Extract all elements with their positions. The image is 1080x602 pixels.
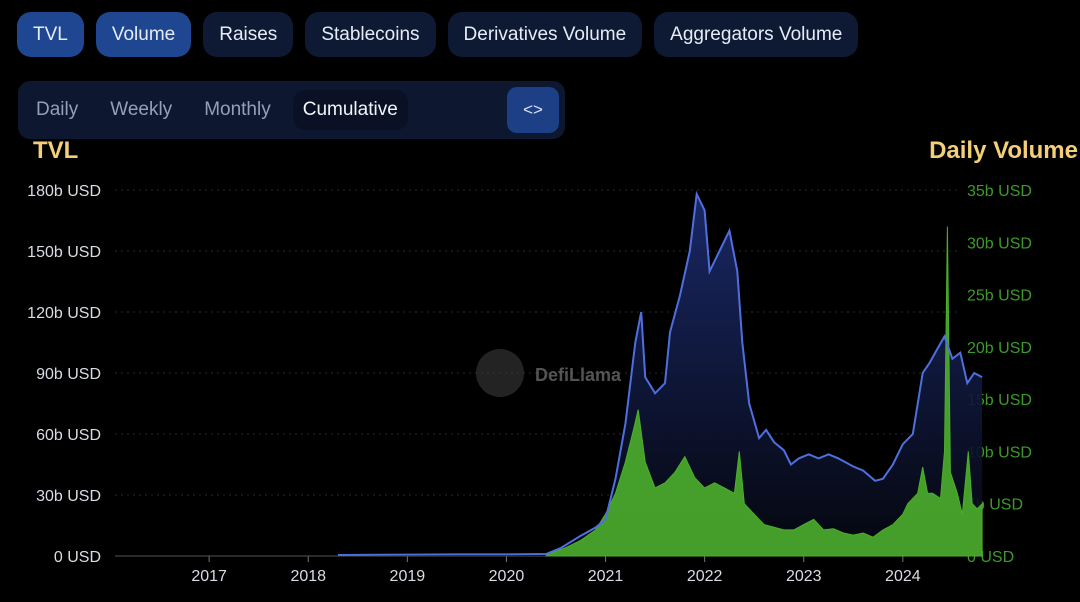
tab-stablecoins[interactable]: Stablecoins (305, 12, 436, 57)
watermark-text: DefiLlama (535, 365, 622, 385)
range-selector: Daily Weekly Monthly Cumulative <> (18, 81, 565, 139)
x-axis-tick-label: 2021 (588, 568, 624, 585)
range-option-monthly[interactable]: Monthly (204, 99, 271, 120)
x-axis-tick-label: 2019 (390, 568, 426, 585)
left-axis-tick-label: 150b USD (27, 244, 101, 261)
x-axis-tick-label: 2020 (489, 568, 525, 585)
left-axis-tick-label: 90b USD (36, 366, 101, 383)
x-axis-tick-label: 2024 (885, 568, 921, 585)
tab-aggregators-volume[interactable]: Aggregators Volume (654, 12, 859, 57)
tab-tvl[interactable]: TVL (17, 12, 84, 57)
tab-raises[interactable]: Raises (203, 12, 294, 57)
tvl-area (337, 194, 983, 556)
tab-volume[interactable]: Volume (95, 12, 192, 57)
x-axis-tick-label: 2018 (290, 568, 326, 585)
embed-code-button[interactable]: <> (507, 87, 559, 133)
left-axis-tick-label: 120b USD (27, 305, 101, 322)
left-axis-title: TVL (33, 137, 79, 164)
tvl-line (337, 190, 983, 556)
range-option-weekly[interactable]: Weekly (110, 99, 173, 120)
left-axis-tick-label: 0 USD (54, 549, 101, 566)
left-axis-tick-label: 180b USD (27, 183, 101, 200)
right-axis-tick-label: 20b USD (967, 340, 1032, 357)
left-axis-tick-label: 60b USD (36, 427, 101, 444)
range-options: Daily Weekly Monthly Cumulative (26, 90, 420, 130)
x-axis-tick-label: 2017 (191, 568, 227, 585)
x-axis-tick-label: 2023 (786, 568, 822, 585)
x-axis-tick-label: 2022 (687, 568, 723, 585)
right-axis-tick-label: 30b USD (967, 235, 1032, 252)
range-option-daily[interactable]: Daily (36, 99, 79, 120)
right-axis-tick-label: 25b USD (967, 288, 1032, 305)
right-axis-tick-label: 35b USD (967, 183, 1032, 200)
volume-area (545, 226, 983, 557)
right-axis-title: Daily Volume (929, 137, 1078, 164)
range-option-cumulative[interactable]: Cumulative (292, 90, 408, 130)
watermark-logo-icon (476, 349, 524, 397)
tab-derivatives-volume[interactable]: Derivatives Volume (447, 12, 643, 57)
right-axis-tick-label: 15b USD (967, 392, 1032, 409)
left-axis-tick-label: 30b USD (36, 488, 101, 505)
right-axis-tick-label: 10b USD (967, 444, 1032, 461)
metric-tabs: TVL Volume Raises Stablecoins Derivatives Vo… (17, 12, 859, 57)
